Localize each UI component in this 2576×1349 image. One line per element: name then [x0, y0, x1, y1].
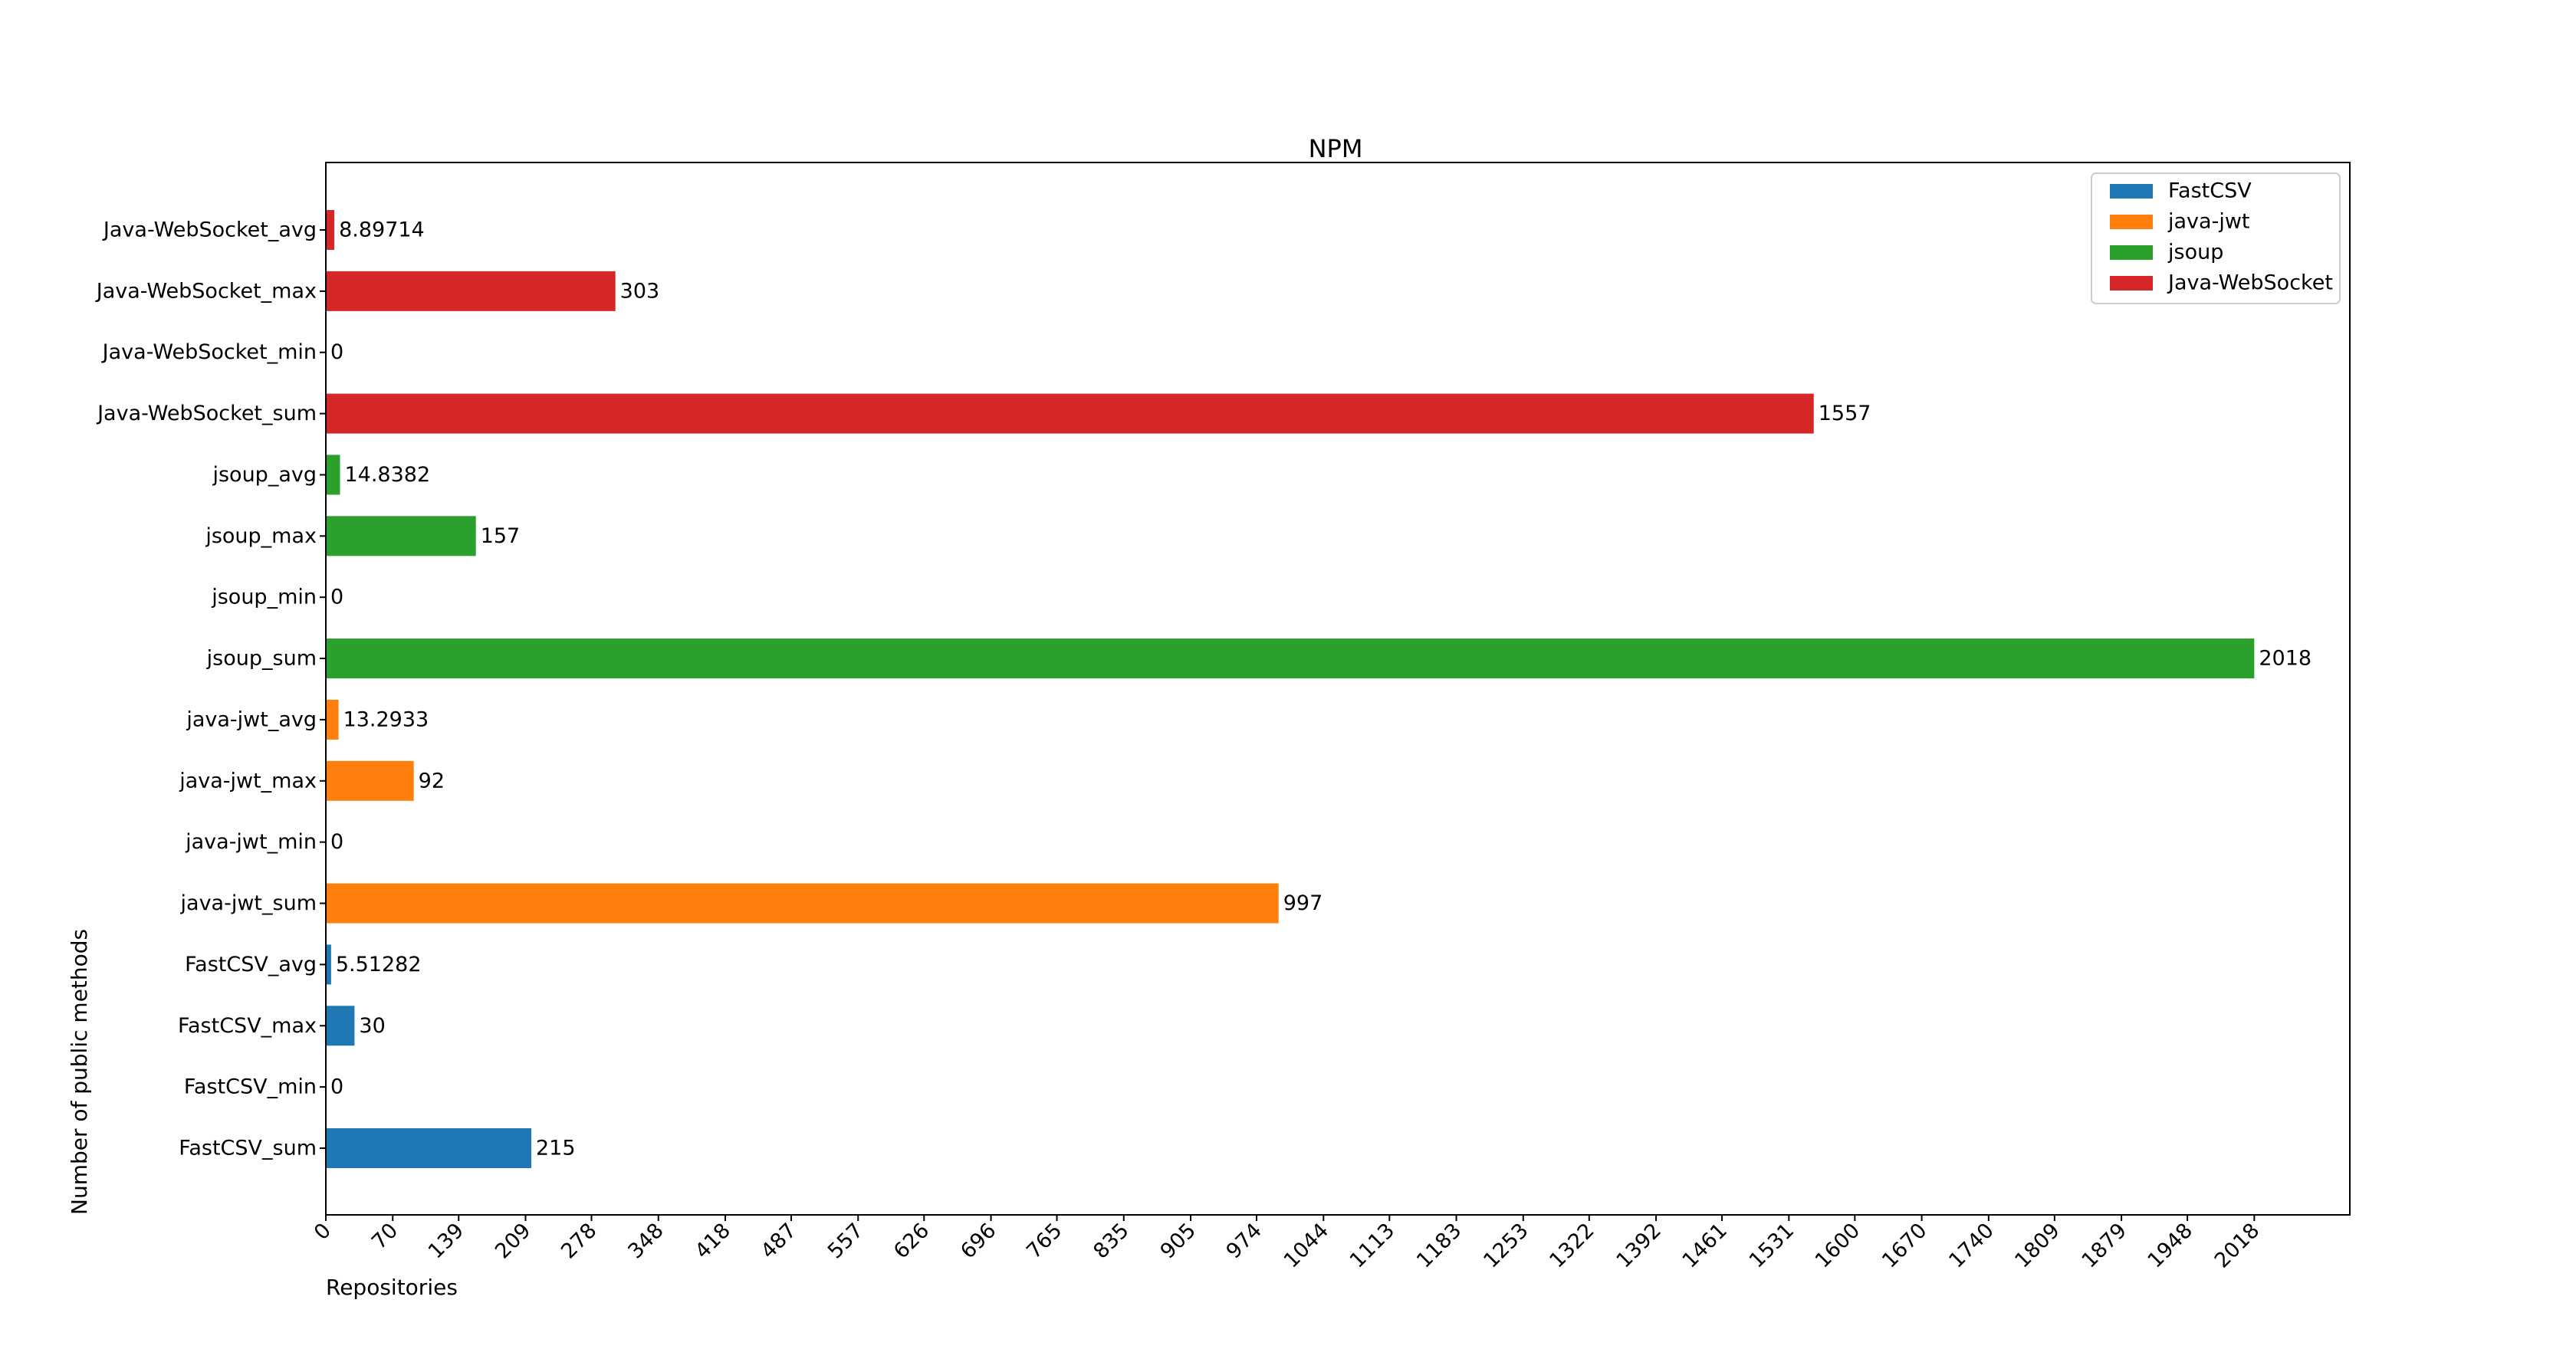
legend-label-jsoup: jsoup: [2167, 241, 2223, 264]
legend-swatch-jsoup: [2110, 245, 2153, 260]
x-tick-label-278: 278: [557, 1219, 601, 1263]
category-label-jsoup_max: jsoup_max: [205, 524, 317, 548]
x-tick-label-0: 0: [310, 1219, 336, 1245]
legend-frame: [2091, 172, 2341, 304]
value-label-java-jwt_min: 0: [330, 830, 343, 854]
category-label-jsoup_min: jsoup_min: [211, 586, 317, 609]
value-label-FastCSV_sum: 215: [536, 1137, 576, 1160]
category-label-FastCSV_min: FastCSV_min: [184, 1075, 317, 1099]
value-label-Java-WebSocket_min: 0: [330, 340, 343, 364]
x-tick-label-2018: 2018: [2210, 1219, 2265, 1273]
value-label-Java-WebSocket_max: 303: [620, 279, 660, 303]
legend-label-FastCSV: FastCSV: [2168, 179, 2252, 203]
chart-title: NPM: [1309, 134, 1363, 163]
bar-FastCSV_sum: [326, 1128, 531, 1168]
x-tick-label-70: 70: [367, 1219, 402, 1254]
bar-jsoup_max: [326, 516, 476, 556]
category-label-java-jwt_sum: java-jwt_sum: [180, 891, 317, 915]
value-label-FastCSV_avg: 5.51282: [336, 953, 422, 976]
legend-label-java-jwt: java-jwt: [2167, 210, 2249, 234]
category-label-Java-WebSocket_min: Java-WebSocket_min: [101, 340, 317, 364]
category-label-Java-WebSocket_avg: Java-WebSocket_avg: [102, 218, 317, 242]
x-tick-label-1044: 1044: [1280, 1219, 1334, 1273]
x-tick-label-1809: 1809: [2010, 1219, 2065, 1273]
legend: FastCSV java-jwt jsoup Java-WebSocket: [2091, 172, 2341, 304]
category-label-jsoup_sum: jsoup_sum: [206, 647, 317, 671]
y-axis-label: Number of public methods: [67, 929, 92, 1215]
category-label-Java-WebSocket_sum: Java-WebSocket_sum: [96, 402, 317, 425]
bar-FastCSV_avg: [326, 944, 331, 985]
x-tick-label-348: 348: [623, 1219, 668, 1263]
category-label-FastCSV_sum: FastCSV_sum: [179, 1137, 317, 1160]
plot-area-frame: [325, 162, 2351, 1216]
bar-Java-WebSocket_max: [326, 271, 616, 311]
bar-Java-WebSocket_avg: [326, 210, 335, 250]
category-label-java-jwt_min: java-jwt_min: [185, 830, 317, 854]
category-label-java-jwt_avg: java-jwt_avg: [186, 707, 317, 731]
x-tick-label-974: 974: [1222, 1219, 1267, 1263]
x-tick-label-209: 209: [491, 1219, 535, 1263]
x-axis-label: Repositories: [326, 1275, 458, 1300]
bar-FastCSV_max: [326, 1006, 355, 1046]
x-tick-label-1879: 1879: [2078, 1219, 2132, 1273]
x-tick-label-835: 835: [1089, 1219, 1133, 1263]
bar-jsoup_avg: [326, 455, 340, 495]
value-label-java-jwt_sum: 997: [1283, 891, 1323, 915]
category-label-java-jwt_max: java-jwt_max: [179, 769, 317, 793]
category-label-FastCSV_max: FastCSV_max: [178, 1014, 317, 1038]
x-tick-label-1740: 1740: [1944, 1219, 1999, 1273]
category-labels: FastCSV_sum FastCSV_min FastCSV_max FastCSV…: [95, 218, 317, 1160]
bar-java-jwt_sum: [326, 883, 1279, 924]
x-tick-label-696: 696: [956, 1219, 1001, 1263]
x-tick-label-765: 765: [1022, 1219, 1066, 1263]
value-label-java-jwt_avg: 13.2933: [343, 707, 429, 731]
value-label-FastCSV_min: 0: [330, 1075, 343, 1099]
bar-java-jwt_avg: [326, 699, 339, 740]
value-label-Java-WebSocket_sum: 1557: [1819, 402, 1871, 425]
x-tick-label-1600: 1600: [1811, 1219, 1865, 1273]
bars-layer: [320, 210, 2255, 1168]
x-tick-label-1183: 1183: [1412, 1219, 1467, 1273]
value-labels: 215 0 30 5.51282 997 0 92 13.2933 2018 0 157 14.838…: [330, 218, 2312, 1160]
x-tick-label-487: 487: [757, 1219, 801, 1263]
legend-swatch-FastCSV: [2110, 184, 2153, 199]
value-label-jsoup_avg: 14.8382: [344, 463, 430, 487]
x-tick-label-1113: 1113: [1346, 1219, 1400, 1273]
x-tick-label-557: 557: [823, 1219, 868, 1263]
category-label-FastCSV_avg: FastCSV_avg: [185, 953, 317, 976]
x-tick-label-905: 905: [1156, 1219, 1201, 1263]
x-tick-label-626: 626: [889, 1219, 934, 1263]
bar-Java-WebSocket_sum: [326, 393, 1814, 434]
value-label-jsoup_min: 0: [330, 586, 343, 609]
x-axis-ticks: 0 70 139 209 278 348 418 487 557 626 696 765 835 905 9…: [310, 1215, 2264, 1273]
x-tick-label-1531: 1531: [1745, 1219, 1799, 1273]
bar-jsoup_sum: [326, 638, 2255, 679]
x-tick-label-1461: 1461: [1678, 1219, 1733, 1273]
x-tick-label-418: 418: [691, 1219, 735, 1263]
value-label-java-jwt_max: 92: [419, 769, 445, 793]
x-tick-label-1948: 1948: [2144, 1219, 2198, 1273]
bar-java-jwt_max: [326, 760, 414, 801]
category-label-Java-WebSocket_max: Java-WebSocket_max: [95, 279, 317, 303]
value-label-FastCSV_max: 30: [359, 1014, 385, 1038]
category-label-jsoup_avg: jsoup_avg: [212, 463, 317, 487]
legend-label-Java-WebSocket: Java-WebSocket: [2167, 271, 2333, 295]
legend-swatch-java-jwt: [2110, 215, 2153, 229]
x-tick-label-1670: 1670: [1878, 1219, 1932, 1273]
x-tick-label-1392: 1392: [1612, 1219, 1667, 1273]
x-tick-label-1253: 1253: [1479, 1219, 1533, 1273]
value-label-jsoup_max: 157: [481, 524, 521, 548]
x-tick-label-1322: 1322: [1545, 1219, 1599, 1273]
legend-swatch-Java-WebSocket: [2110, 276, 2153, 290]
value-label-Java-WebSocket_avg: 8.89714: [339, 218, 425, 242]
x-tick-label-139: 139: [424, 1219, 468, 1263]
value-label-jsoup_sum: 2018: [2259, 647, 2312, 671]
